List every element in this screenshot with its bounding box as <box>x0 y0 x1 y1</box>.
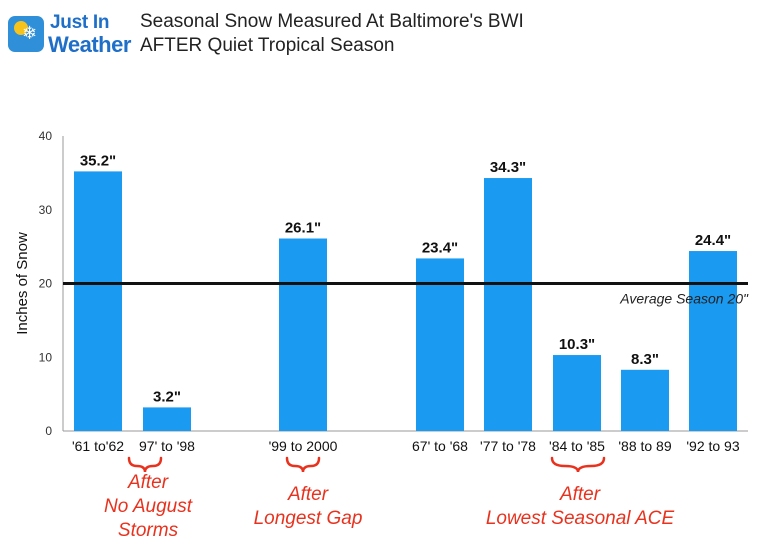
x-tick-label: '92 to 93 <box>686 438 739 454</box>
bar <box>484 178 532 431</box>
x-tick-label: '88 to 89 <box>618 438 671 454</box>
data-label: 3.2" <box>153 388 181 405</box>
bar <box>74 171 122 431</box>
bar <box>689 251 737 431</box>
logo-text-line2: Weather <box>48 32 131 57</box>
y-tick-label: 30 <box>39 203 53 217</box>
data-label: 34.3" <box>490 159 526 176</box>
annotation-line: No August <box>103 496 192 517</box>
data-label: 10.3" <box>559 336 595 353</box>
x-tick-label: '84 to '85 <box>549 438 605 454</box>
bar <box>279 238 327 431</box>
y-tick-label: 10 <box>39 350 53 364</box>
annotation-no-august-storms: After No August Storms <box>68 471 228 543</box>
y-tick-label: 0 <box>45 424 52 438</box>
just-in-weather-logo: ❄ Just In Weather <box>8 12 138 57</box>
annotation-line: Storms <box>117 520 179 541</box>
x-tick-label: '61 to'62 <box>72 438 124 454</box>
y-tick-label: 40 <box>39 129 53 143</box>
sun-icon <box>14 21 28 35</box>
snowflake-icon: ❄ <box>22 23 38 44</box>
annotation-longest-gap: After Longest Gap <box>228 483 388 531</box>
data-label: 24.4" <box>695 232 731 249</box>
x-tick-label: 97' to '98 <box>139 438 195 454</box>
data-label: 8.3" <box>631 351 659 368</box>
average-reference-label: Average Season 20" <box>619 291 749 307</box>
annotation-line: After <box>287 484 329 505</box>
average-reference-line-group: Average Season 20" <box>63 282 749 307</box>
group-braces <box>127 456 606 473</box>
chart-data-labels: 35.2" 3.2" 26.1" 23.4" 34.3" 10.3" 8.3" 24.4" <box>80 152 731 405</box>
annotation-line: After <box>127 472 169 493</box>
bar <box>621 369 669 431</box>
y-tick-label: 20 <box>39 277 53 291</box>
curly-brace <box>550 456 606 473</box>
chart-bars <box>74 171 737 431</box>
x-tick-label: 67' to '68 <box>412 438 468 454</box>
data-label: 26.1" <box>285 220 321 237</box>
y-axis-label: Inches of Snow <box>14 232 31 335</box>
curly-brace <box>127 456 163 473</box>
bar <box>143 407 191 431</box>
annotation-line: After <box>559 484 601 505</box>
annotation-line: Longest Gap <box>253 508 363 529</box>
weather-logo-icon: ❄ <box>8 16 44 52</box>
data-label: 35.2" <box>80 152 116 169</box>
annotation-lowest-seasonal-ace: After Lowest Seasonal ACE <box>455 483 705 531</box>
bar <box>553 355 601 431</box>
curly-brace <box>285 456 321 473</box>
logo-text-line1: Just In <box>50 12 110 33</box>
bar <box>416 258 464 431</box>
annotation-line: Lowest Seasonal ACE <box>485 508 675 529</box>
x-tick-label: '77 to '78 <box>480 438 536 454</box>
chart-title-line2: AFTER Quiet Tropical Season <box>140 35 395 56</box>
data-label: 23.4" <box>422 239 458 256</box>
x-tick-label: '99 to 2000 <box>269 438 338 454</box>
chart-x-tick-labels: '61 to'62 97' to '98 '99 to 2000 67' to '68… <box>72 438 740 454</box>
chart-title-line1: Seasonal Snow Measured At Baltimore's BW… <box>140 11 524 32</box>
